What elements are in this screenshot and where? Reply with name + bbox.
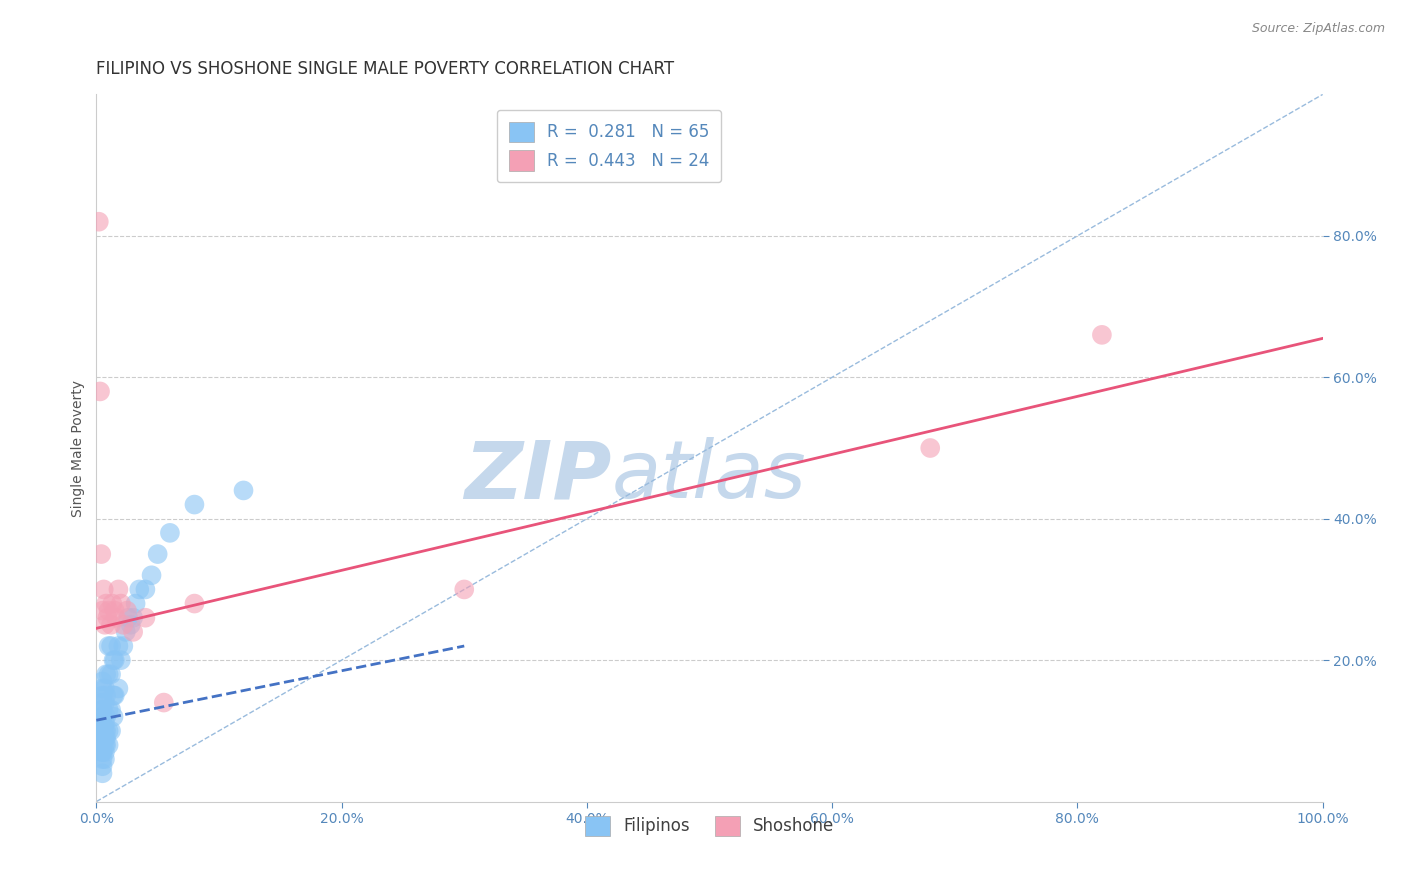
Point <box>94 745 117 759</box>
Point <box>103 653 125 667</box>
Point <box>96 709 118 723</box>
Point <box>107 582 129 597</box>
Point <box>94 752 117 766</box>
Point <box>97 667 120 681</box>
Point <box>91 604 114 618</box>
Point <box>91 766 114 780</box>
Point <box>89 384 111 399</box>
Point <box>91 731 114 745</box>
Point <box>152 696 174 710</box>
Point <box>103 709 125 723</box>
Y-axis label: Single Male Poverty: Single Male Poverty <box>72 379 86 516</box>
Point <box>104 653 127 667</box>
Point <box>453 582 475 597</box>
Point <box>94 696 117 710</box>
Point <box>96 611 118 625</box>
Point <box>141 568 163 582</box>
Point <box>103 689 125 703</box>
Point <box>96 667 118 681</box>
Point <box>91 709 114 723</box>
Point <box>91 723 114 738</box>
Point <box>90 547 112 561</box>
Text: atlas: atlas <box>612 437 806 516</box>
Point <box>91 689 114 703</box>
Point <box>114 624 136 639</box>
Text: Source: ZipAtlas.com: Source: ZipAtlas.com <box>1251 22 1385 36</box>
Point <box>91 738 114 752</box>
Point <box>104 604 127 618</box>
Point <box>91 681 114 696</box>
Point <box>100 723 122 738</box>
Point <box>100 667 122 681</box>
Point <box>96 689 118 703</box>
Point <box>94 681 117 696</box>
Point <box>134 611 156 625</box>
Point <box>96 731 118 745</box>
Point <box>97 639 120 653</box>
Point <box>96 738 118 752</box>
Point <box>91 745 114 759</box>
Point <box>117 611 139 625</box>
Point <box>91 709 114 723</box>
Point <box>91 716 114 731</box>
Point <box>100 617 122 632</box>
Point <box>122 611 145 625</box>
Point <box>183 498 205 512</box>
Point <box>920 441 942 455</box>
Point <box>94 716 117 731</box>
Point <box>107 681 129 696</box>
Point <box>91 703 114 717</box>
Point <box>97 723 120 738</box>
Point <box>91 745 114 759</box>
Point <box>112 617 135 632</box>
Point <box>159 525 181 540</box>
Point <box>96 597 118 611</box>
Point <box>110 653 132 667</box>
Point <box>104 689 127 703</box>
Point <box>122 624 145 639</box>
Point <box>94 731 117 745</box>
Point <box>94 738 117 752</box>
Point <box>120 617 142 632</box>
Point <box>91 696 114 710</box>
Point <box>91 674 114 689</box>
Point <box>101 597 124 611</box>
Point <box>93 582 115 597</box>
Point <box>91 723 114 738</box>
Point <box>91 738 114 752</box>
Point <box>94 617 117 632</box>
Point <box>91 703 114 717</box>
Point <box>97 604 120 618</box>
Point <box>146 547 169 561</box>
Point <box>91 716 114 731</box>
Point <box>107 639 129 653</box>
Point <box>91 731 114 745</box>
Point <box>94 723 117 738</box>
Point <box>100 703 122 717</box>
Point <box>128 582 150 597</box>
Point <box>96 723 118 738</box>
Point <box>110 597 132 611</box>
Point <box>232 483 254 498</box>
Point <box>1091 327 1114 342</box>
Point <box>91 752 114 766</box>
Legend: Filipinos, Shoshone: Filipinos, Shoshone <box>578 809 841 843</box>
Point <box>100 639 122 653</box>
Point <box>183 597 205 611</box>
Text: FILIPINO VS SHOSHONE SINGLE MALE POVERTY CORRELATION CHART: FILIPINO VS SHOSHONE SINGLE MALE POVERTY… <box>97 60 675 78</box>
Point <box>134 582 156 597</box>
Point <box>87 215 110 229</box>
Point <box>112 639 135 653</box>
Point <box>97 738 120 752</box>
Point <box>124 597 146 611</box>
Point <box>97 703 120 717</box>
Text: ZIP: ZIP <box>464 437 612 516</box>
Point <box>115 604 138 618</box>
Point <box>104 611 127 625</box>
Point <box>91 759 114 773</box>
